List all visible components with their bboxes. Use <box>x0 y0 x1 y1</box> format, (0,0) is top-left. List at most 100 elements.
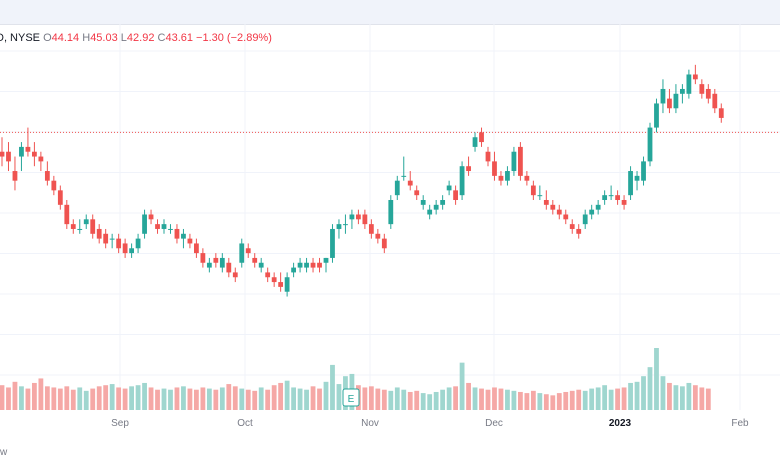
candle-body <box>563 214 569 220</box>
candle-body <box>589 209 595 215</box>
candle-body <box>265 272 271 278</box>
volume-bar <box>168 389 173 410</box>
candle-body <box>304 262 309 268</box>
volume-bar <box>680 386 685 410</box>
volume-bar <box>628 382 633 410</box>
candle-body <box>200 253 206 263</box>
volume-bar <box>90 388 96 410</box>
volume-bar <box>284 380 290 410</box>
candle-body <box>181 233 186 239</box>
volume-bar <box>427 394 433 410</box>
volume-bar <box>200 387 206 410</box>
volume-bar <box>6 387 11 410</box>
candle-body <box>511 151 517 172</box>
volume-bar <box>323 381 329 410</box>
volume-bar <box>595 387 601 410</box>
candle-body <box>673 93 679 109</box>
candle-body <box>602 195 608 200</box>
candle-body <box>686 74 692 94</box>
volume-bar <box>686 382 692 410</box>
volume-bar <box>440 389 446 410</box>
candle-body <box>83 219 89 225</box>
candle-body <box>446 185 452 191</box>
candle-body <box>116 238 122 249</box>
candle-body <box>284 277 290 292</box>
candle-body <box>654 103 659 128</box>
volume-bar <box>692 385 698 410</box>
volume-bar <box>673 385 679 410</box>
volume-bar <box>232 386 238 410</box>
x-axis-tick-label: 2023 <box>609 418 632 429</box>
volume-bar <box>310 386 316 410</box>
volume-bar <box>239 388 245 410</box>
volume-bar <box>667 382 672 410</box>
candle-body <box>485 151 491 162</box>
candle-body <box>51 180 57 191</box>
candle-body <box>576 228 582 234</box>
volume-bar <box>0 385 5 410</box>
candle-body <box>537 195 543 197</box>
volume-bar <box>187 388 193 410</box>
volume-bar <box>226 384 232 410</box>
candle-body <box>213 257 219 263</box>
close-label: C <box>157 32 166 44</box>
candle-body <box>142 214 147 234</box>
candle-body <box>19 146 24 157</box>
volume-bar <box>252 390 258 410</box>
volume-bar <box>453 386 458 410</box>
volume-bar <box>181 386 186 410</box>
x-axis-tick-label: Feb <box>731 418 749 429</box>
candle-body <box>122 243 128 254</box>
candle-body <box>479 132 484 143</box>
volume-bar <box>96 386 102 410</box>
volume-bar <box>660 376 666 410</box>
open-label: O <box>43 32 52 44</box>
volume-bar <box>446 387 452 410</box>
volume-bar <box>206 388 212 410</box>
candle-body <box>641 161 646 181</box>
ticker-label: D, NYSE <box>0 32 41 44</box>
volume-bar <box>174 387 180 410</box>
x-axis-tick-label: Nov <box>361 418 379 429</box>
candle-body <box>245 248 251 254</box>
volume-bar <box>589 388 595 410</box>
volume-bar <box>278 382 284 410</box>
volume-bar <box>245 389 251 410</box>
candle-body <box>550 204 556 210</box>
volume-bar <box>32 382 37 410</box>
candle-body <box>278 282 284 287</box>
candle-body <box>394 180 400 196</box>
candle-body <box>70 224 76 229</box>
candle-body <box>472 137 478 147</box>
volume-bar <box>505 389 510 410</box>
change-value: −1.30 (−2.89%) <box>196 32 272 44</box>
ohlc-legend: D, NYSE O44.14 H45.03 L42.92 C43.61 −1.3… <box>0 32 272 44</box>
volume-bar <box>44 386 50 410</box>
candle-body <box>206 262 212 268</box>
volume-bar <box>602 385 608 410</box>
candle-body <box>297 262 303 268</box>
volume-bar <box>83 390 89 410</box>
footer-label: w <box>0 447 8 458</box>
volume-bar <box>556 393 562 410</box>
candle-body <box>660 88 666 104</box>
volume-bar <box>25 388 31 410</box>
candle-body <box>414 190 420 196</box>
candle-body <box>103 233 109 244</box>
volume-bar <box>148 387 154 410</box>
volume-bar <box>485 389 491 410</box>
candle-body <box>129 248 134 254</box>
open-value: 44.14 <box>51 32 80 44</box>
candle-body <box>343 224 348 226</box>
candle-body <box>375 233 381 239</box>
candle-body <box>226 262 232 273</box>
volume-bar <box>621 387 627 410</box>
volume-bar <box>537 393 543 410</box>
volume-bar <box>271 385 277 410</box>
candle-body <box>543 200 549 205</box>
candle-body <box>57 190 63 205</box>
volume-bar <box>304 389 309 410</box>
candle-body <box>420 200 426 205</box>
